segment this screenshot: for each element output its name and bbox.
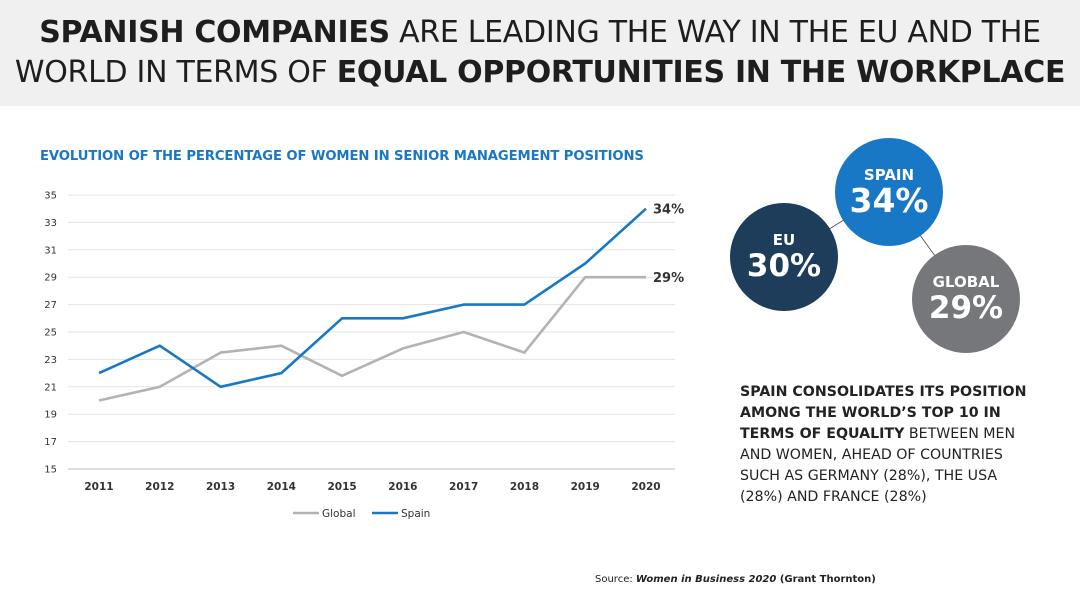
y-tick-label: 17 xyxy=(44,437,57,448)
bubble-global-label: GLOBAL xyxy=(932,273,1000,291)
y-tick-label: 19 xyxy=(44,410,57,421)
source-title: Women in Business 2020 xyxy=(635,574,777,585)
headline-pre-2: WORLD IN TERMS OF xyxy=(14,55,337,90)
bubble-spain: SPAIN 34% xyxy=(835,138,943,246)
legend-label-global: Global xyxy=(322,508,356,520)
bubble-eu-label: EU xyxy=(772,231,796,249)
bubble-eu-value: 30% xyxy=(746,248,822,284)
bubble-eu: EU 30% xyxy=(730,203,838,311)
headline-bold-1: SPANISH COMPANIES xyxy=(39,15,390,50)
line-chart: 15 17 19 21 23 25 27 29 31 33 35 2011 2012 2013 2014 20… xyxy=(44,191,684,521)
source-org: (Grant Thornton) xyxy=(776,574,876,585)
x-tick-label: 2018 xyxy=(510,481,539,493)
side-text-rest: BETWEEN MEN AND WOMEN, AHEAD OF COUNTRIE… xyxy=(740,426,1016,505)
legend-label-spain: Spain xyxy=(401,508,430,520)
x-tick-label: 2015 xyxy=(327,481,356,493)
x-tick-label: 2013 xyxy=(206,481,235,493)
side-text: SPAIN CONSOLIDATES ITS POSITION AMONG TH… xyxy=(740,382,1040,508)
headline-bold-2: EQUAL OPPORTUNITIES IN THE WORKPLACE xyxy=(336,55,1066,90)
bubble-global: GLOBAL 29% xyxy=(912,245,1020,353)
headline-line-2: WORLD IN TERMS OF EQUAL OPPORTUNITIES IN… xyxy=(0,53,1080,93)
source-note: Source: Women in Business 2020 (Grant Th… xyxy=(595,574,876,585)
header-banner: SPANISH COMPANIES ARE LEADING THE WAY IN… xyxy=(0,0,1080,106)
y-tick-label: 33 xyxy=(44,218,57,229)
x-tick-label: 2017 xyxy=(449,481,478,493)
end-label-global: 29% xyxy=(653,271,684,286)
y-tick-label: 25 xyxy=(44,328,57,339)
headline-line-1: SPANISH COMPANIES ARE LEADING THE WAY IN… xyxy=(0,0,1080,53)
x-tick-label: 2012 xyxy=(145,481,174,493)
bubble-global-value: 29% xyxy=(928,290,1004,326)
x-tick-label: 2016 xyxy=(388,481,417,493)
series-line-spain xyxy=(98,207,647,389)
x-tick-label: 2014 xyxy=(267,481,296,493)
x-tick-label: 2020 xyxy=(631,481,660,493)
source-prefix: Source: xyxy=(595,574,636,585)
bubble-spain-label: SPAIN xyxy=(863,166,915,184)
x-tick-label: 2011 xyxy=(84,481,113,493)
end-label-spain: 34% xyxy=(653,203,684,218)
y-tick-label: 27 xyxy=(44,300,57,311)
series-line-global xyxy=(98,275,646,402)
x-tick-label: 2019 xyxy=(571,481,600,493)
side-text-bold: SPAIN CONSOLIDATES ITS POSITION AMONG TH… xyxy=(740,384,1027,442)
y-tick-label: 21 xyxy=(44,382,57,393)
chart-title: EVOLUTION OF THE PERCENTAGE OF WOMEN IN … xyxy=(40,149,644,164)
y-tick-label: 15 xyxy=(44,465,57,476)
headline-rest-1: ARE LEADING THE WAY IN THE EU AND THE xyxy=(389,15,1041,50)
bubble-spain-value: 34% xyxy=(849,181,929,220)
y-tick-label: 29 xyxy=(44,273,57,284)
y-tick-label: 23 xyxy=(44,355,57,366)
y-tick-label: 35 xyxy=(44,191,57,202)
y-tick-label: 31 xyxy=(44,245,57,256)
